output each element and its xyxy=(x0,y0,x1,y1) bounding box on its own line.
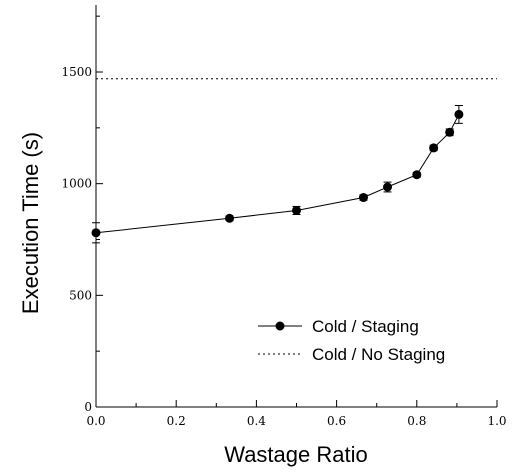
y-axis-title: Execution Time (s) xyxy=(18,132,43,314)
x-axis-title: Wastage Ratio xyxy=(224,442,367,467)
data-point xyxy=(358,193,368,203)
data-point xyxy=(225,213,235,223)
legend-label: Cold / No Staging xyxy=(312,345,445,364)
data-point xyxy=(429,143,439,153)
legend-marker xyxy=(275,321,285,331)
x-tick-label: 0.4 xyxy=(247,414,266,428)
legend-label: Cold / Staging xyxy=(312,317,419,336)
y-tick-label: 1000 xyxy=(61,177,92,191)
ticks: 0.0 0.2 0.4 0.6 0.8 1.0 0 500 1000 1500 xyxy=(61,15,507,428)
y-tick-label: 500 xyxy=(69,288,92,302)
x-tick-label: 0.6 xyxy=(327,414,346,428)
x-tick-label: 1.0 xyxy=(487,414,506,428)
data-point xyxy=(412,170,422,180)
data-point xyxy=(445,127,455,137)
legend: Cold / Staging Cold / No Staging xyxy=(258,317,445,364)
data-point xyxy=(292,205,301,215)
series-line-cold-staging xyxy=(95,114,460,234)
x-tick-label: 0.8 xyxy=(407,414,426,428)
x-tick-label: 0.2 xyxy=(167,414,186,428)
x-tick-label: 0.0 xyxy=(86,414,105,428)
y-tick-label: 1500 xyxy=(61,65,92,79)
data-point xyxy=(383,182,393,192)
y-tick-label: 0 xyxy=(84,400,92,414)
data-point xyxy=(91,228,101,238)
data-point xyxy=(454,109,464,119)
series xyxy=(91,78,497,244)
